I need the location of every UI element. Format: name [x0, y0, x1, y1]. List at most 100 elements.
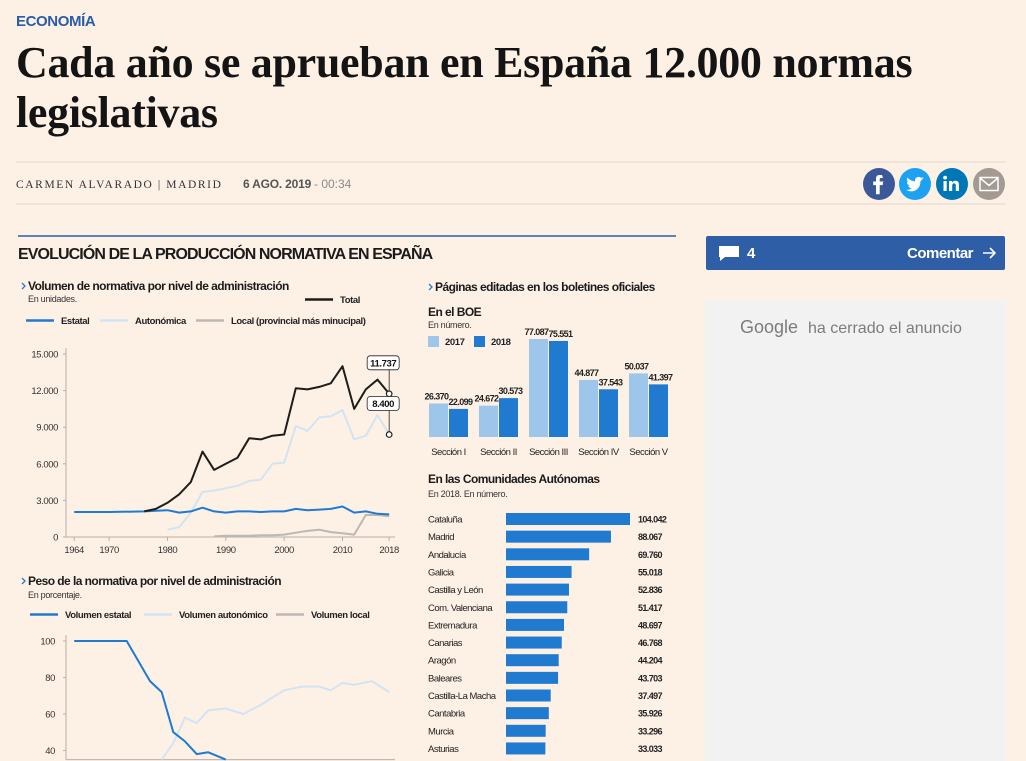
comment-label[interactable]: Comentar	[907, 245, 974, 262]
callout-label: 8.400	[372, 399, 394, 410]
category-label: Cantabria	[428, 709, 466, 720]
y-tick-label: 3.000	[36, 496, 58, 507]
chevron	[21, 282, 26, 290]
byline-author: CARMEN ALVARADO | MADRID	[16, 179, 223, 191]
legend-label: Volumen estatal	[65, 610, 131, 621]
x-tick-label: 1980	[158, 545, 178, 556]
bar	[506, 654, 559, 667]
category-label: Sección I	[431, 447, 466, 458]
bar	[506, 530, 611, 543]
bar	[479, 405, 498, 437]
category-label: Cataluña	[428, 515, 463, 526]
bar-value-label: 30.573	[499, 386, 524, 396]
bar	[579, 379, 598, 437]
bar	[529, 339, 548, 437]
bar	[506, 671, 559, 684]
y-tick-label: 15.000	[31, 350, 58, 361]
bar-value-label: 51.417	[638, 603, 663, 613]
callout-box	[366, 396, 400, 411]
bar	[449, 408, 468, 437]
section-label[interactable]: ECONOMÍA	[16, 13, 96, 30]
bar-value-label: 35.926	[638, 709, 663, 719]
category-label: Madrid	[428, 532, 454, 543]
category-label: Andalucía	[428, 550, 467, 561]
category-label: Com. Valenciana	[428, 603, 493, 614]
bar	[506, 742, 546, 755]
share-email[interactable]	[973, 168, 1005, 200]
bar-value-label: 75.551	[549, 329, 574, 339]
callout-point	[385, 431, 393, 438]
bar	[549, 340, 568, 437]
x-tick-label: 1964	[64, 545, 84, 556]
bar	[506, 707, 549, 720]
bar-value-label: 55.018	[638, 567, 663, 577]
bar-value-label: 44.204	[638, 656, 663, 666]
chart-subtitle: En 2018. En número.	[428, 489, 507, 499]
legend-label: Total	[340, 295, 360, 306]
bar-value-label: 104.042	[638, 515, 667, 525]
category-label: Murcia	[428, 726, 455, 737]
share-linkedin[interactable]	[936, 168, 968, 200]
bar	[506, 724, 546, 737]
legend-label: 2017	[445, 337, 465, 348]
bar-value-label: 46.768	[638, 638, 663, 648]
bar-value-label: 88.067	[638, 532, 663, 542]
y-tick-label: 100	[40, 637, 55, 648]
y-tick-label: 6.000	[36, 459, 58, 470]
legend-swatch	[428, 336, 439, 347]
bar	[429, 403, 448, 437]
legend-label: Autonómica	[135, 316, 187, 327]
legend-label: Local (provincial más minucipal)	[231, 316, 366, 327]
category-label: Castilla y León	[428, 585, 483, 596]
bar-value-label: 41.397	[649, 372, 674, 382]
x-tick-label: 2010	[333, 545, 353, 556]
callout-box	[366, 355, 400, 371]
chevron	[428, 283, 433, 291]
infographic-title: EVOLUCIÓN DE LA PRODUCCIÓN NORMATIVA EN …	[18, 243, 434, 263]
bar	[506, 618, 565, 631]
category-label: Extremadura	[428, 620, 478, 631]
series-line	[143, 365, 390, 513]
category-label: Sección V	[629, 447, 668, 458]
x-tick-label: 2000	[274, 545, 294, 556]
chart-title: Peso de la normativa por nivel de admini…	[28, 574, 281, 588]
chart-subtitle: En número.	[428, 320, 472, 330]
legend-label: Volumen local	[311, 610, 370, 621]
share-facebook[interactable]	[863, 168, 895, 200]
category-label: Castilla-La Macha	[428, 691, 497, 702]
series-line	[74, 640, 227, 761]
ad-notice: ha cerrado el anuncio	[808, 320, 962, 337]
ad-slot	[705, 300, 1006, 761]
bar-value-label: 22.099	[449, 397, 474, 407]
y-tick-label: 12.000	[31, 386, 58, 397]
comment-button[interactable]: 4 Comentar	[706, 236, 1005, 270]
category-label: Sección II	[480, 447, 517, 458]
bar	[506, 601, 568, 614]
bar	[506, 583, 569, 596]
chart-title: Volumen de normativa por nivel de admini…	[28, 279, 289, 293]
bar	[506, 689, 551, 702]
legend-label: Estatal	[61, 316, 89, 327]
headline: Cada año se aprueban en España 12.000 no…	[16, 38, 913, 137]
legend-label: Volumen autonómico	[179, 610, 268, 621]
bar-value-label: 48.697	[638, 620, 663, 630]
callout-point	[385, 390, 393, 398]
bar-value-label: 33.033	[638, 744, 663, 754]
bar-value-label: 33.296	[638, 726, 663, 736]
legend-label: 2018	[491, 337, 511, 348]
panel-title: En el BOE	[428, 305, 482, 319]
x-tick-label: 1990	[216, 545, 236, 556]
share-twitter[interactable]	[899, 168, 931, 200]
bar-value-label: 50.037	[625, 361, 650, 371]
series-line	[214, 514, 390, 538]
category-label: Baleares	[428, 673, 462, 684]
bar	[599, 389, 618, 437]
chart-title: En las Comunidades Autónomas	[428, 472, 600, 486]
bar	[506, 548, 590, 561]
comment-count[interactable]: 4	[747, 245, 757, 262]
chevron	[21, 577, 26, 585]
x-tick-label: 1970	[99, 545, 119, 556]
bar-value-label: 37.497	[638, 691, 663, 701]
